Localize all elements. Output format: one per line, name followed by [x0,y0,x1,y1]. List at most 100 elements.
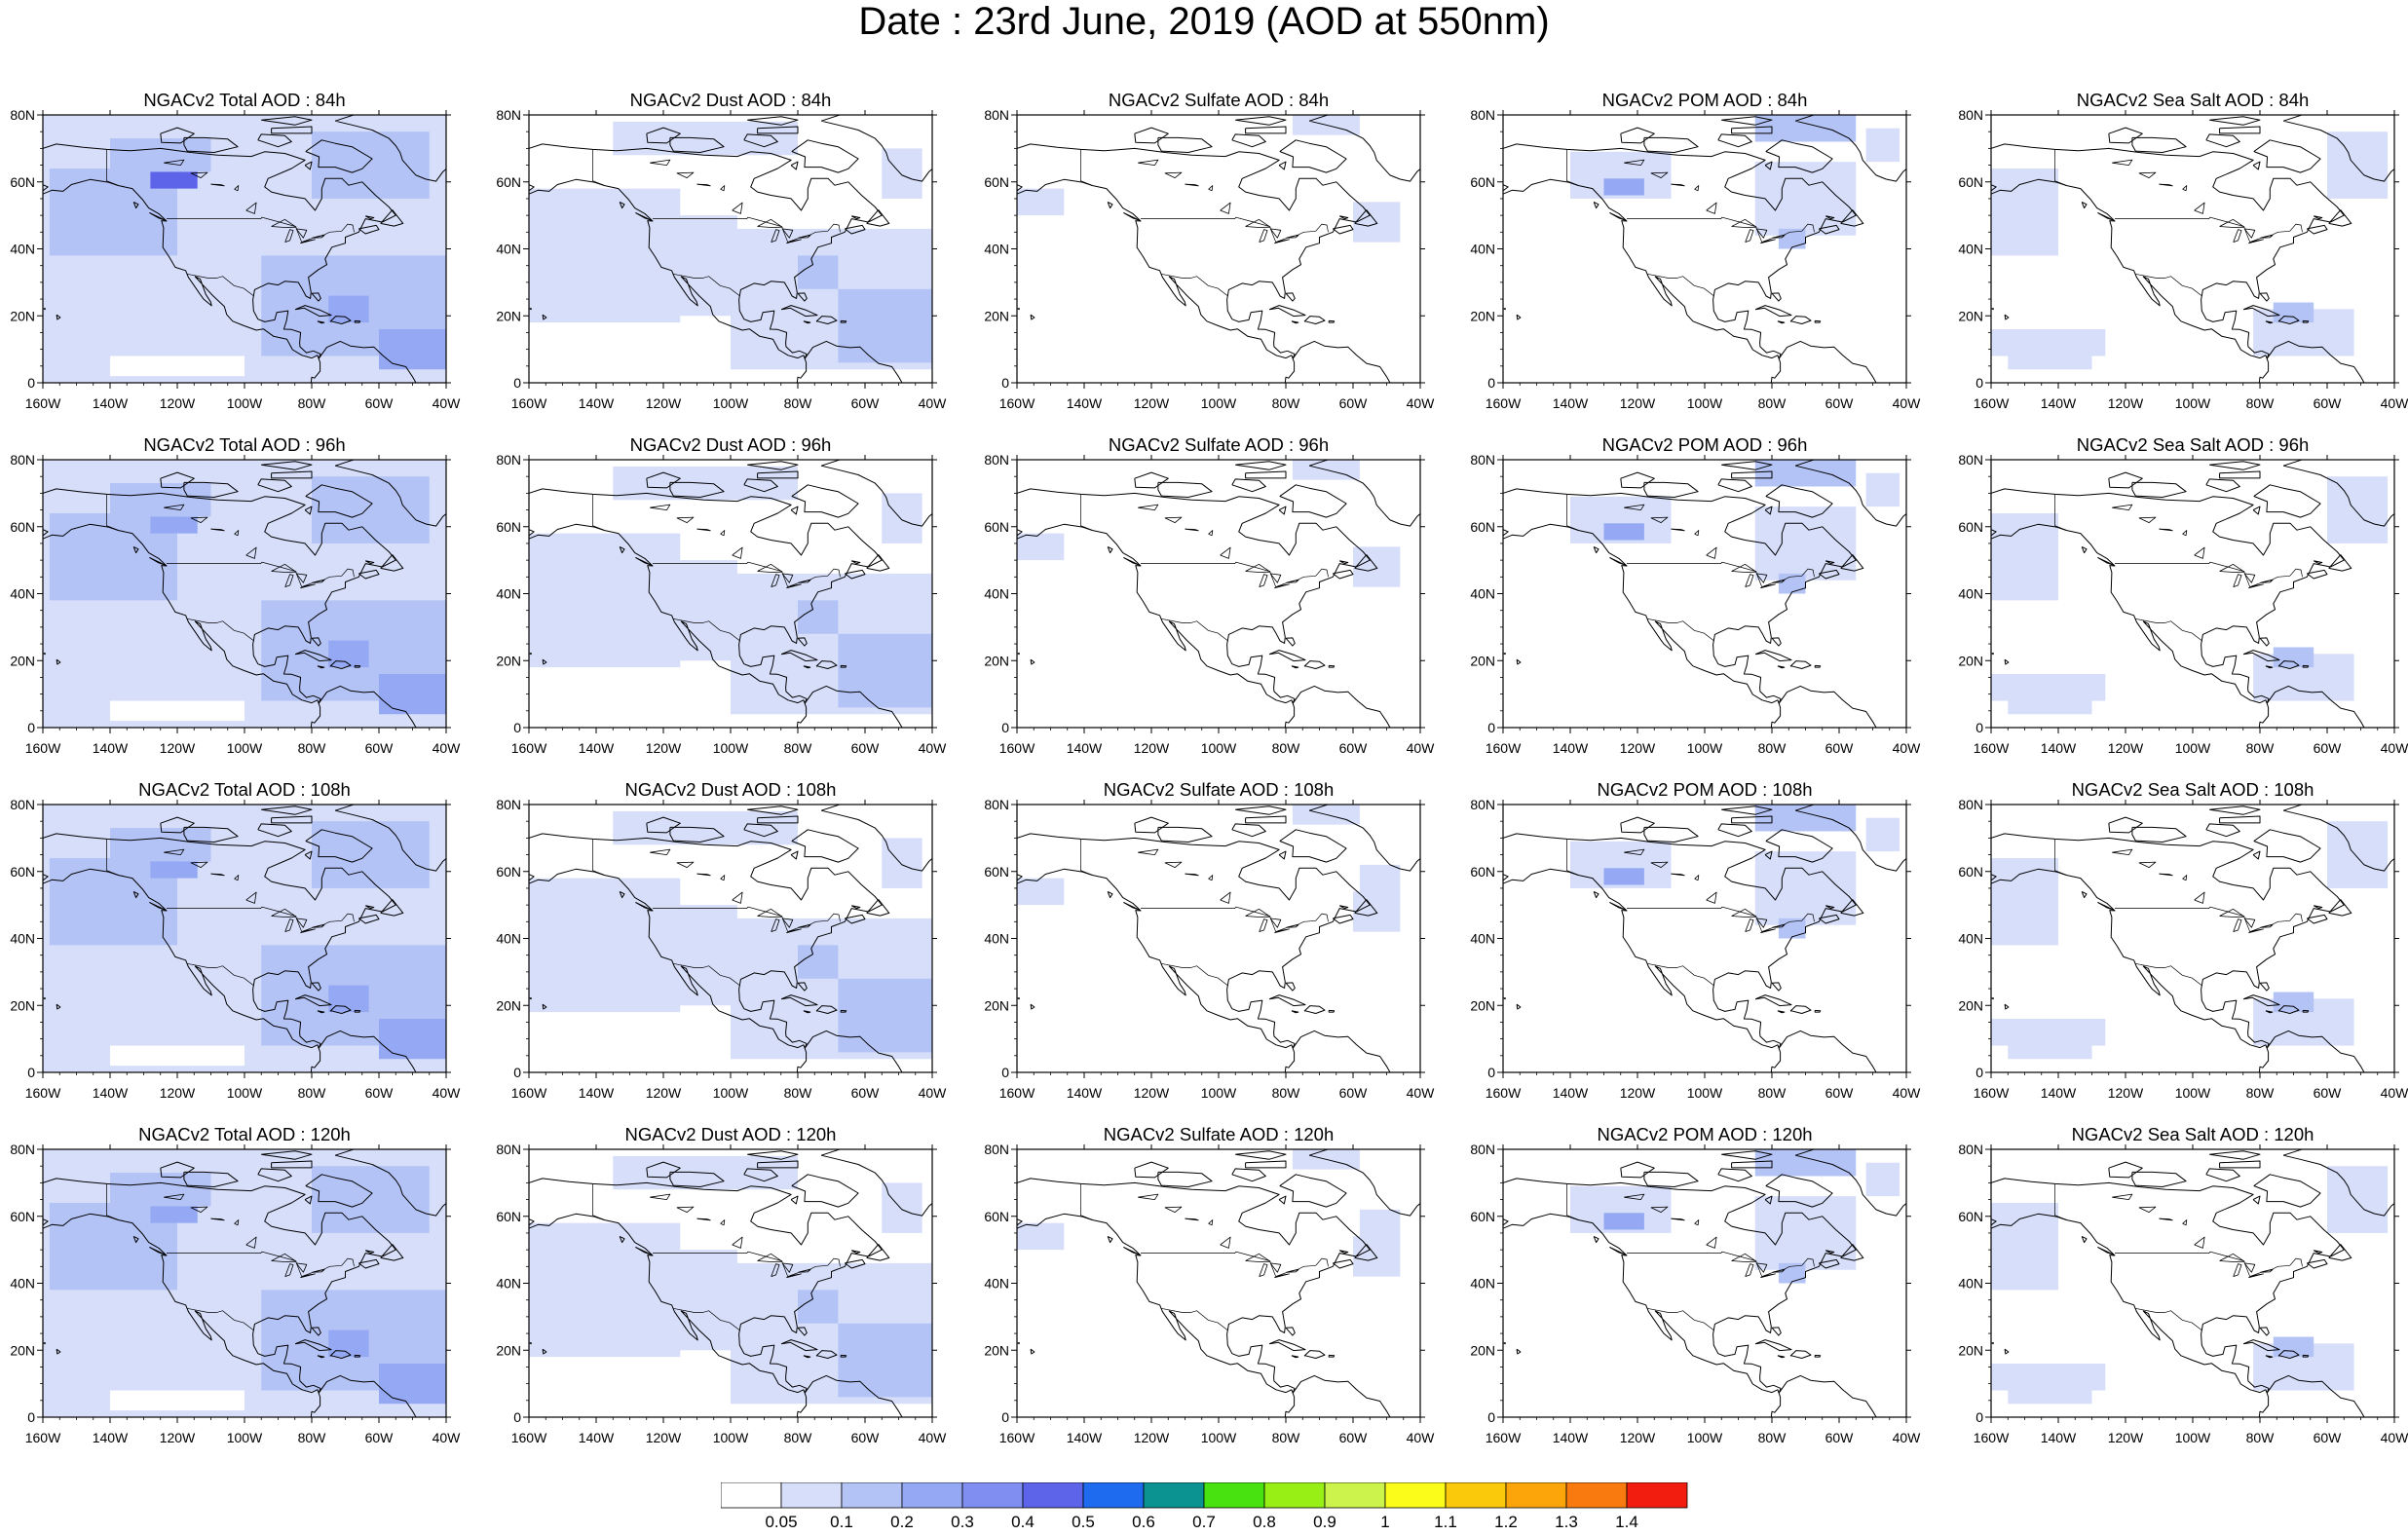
lon-tick-label: 120W [1134,1085,1170,1101]
lat-tick-label: 20N [1958,997,1983,1013]
map-plot: 160W 140W 120W 100W 80W 60W 40W 80N 60N 40N 20N 0 [496,1142,947,1445]
aod-fill-region [1865,1162,1900,1197]
lat-tick-label: 0 [1001,1065,1009,1080]
lat-tick-label: 60N [496,519,521,535]
aod-fill-region [1359,864,1401,899]
lon-tick-label: 80W [1758,395,1787,411]
lat-tick-label: 80N [1958,1142,1983,1157]
lat-tick-label: 0 [1487,375,1495,391]
lat-tick-label: 40N [10,586,35,602]
panel-title: NGACv2 Sulfate AOD : 96h [1108,434,1330,455]
lat-tick-label: 80N [496,452,521,468]
lon-tick-label: 40W [1407,740,1436,756]
lat-tick-label: 60N [984,864,1009,880]
aod-fill-region [529,878,681,1013]
lon-tick-label: 160W [999,1085,1035,1101]
lon-tick-label: 60W [851,740,881,756]
aod-fill-region [150,171,198,189]
lon-tick-label: 140W [93,395,129,411]
aod-fill-region [529,188,681,323]
lon-tick-label: 100W [2175,740,2211,756]
aod-fill-region [2327,821,2389,888]
lon-tick-label: 40W [2381,1085,2408,1101]
lat-tick-label: 0 [513,375,521,391]
lon-tick-label: 60W [851,1085,881,1101]
colorbar-swatch [1022,1481,1084,1509]
lon-tick-label: 100W [1201,740,1237,756]
lon-tick-label: 100W [1201,1085,1237,1101]
lon-tick-label: 40W [1407,1085,1436,1101]
lat-tick-label: 20N [1958,653,1983,668]
aod-fill-region [2327,476,2389,543]
map-plot: 160W 140W 120W 100W 80W 60W 40W 80N 60N 40N 20N 0 [1958,1142,2408,1445]
lon-tick-label: 100W [2175,1085,2211,1101]
country-borders [2054,494,2303,642]
plot-frame [1016,1148,1421,1418]
lon-tick-label: 120W [160,740,196,756]
aod-fill-region [669,560,737,661]
lon-tick-label: 80W [2246,1085,2276,1101]
colorbar-label: 1.4 [1615,1513,1638,1531]
map-panel-total-120h: 160W 140W 120W 100W 80W 60W 40W 80N 60N 40N 20N 0 [10,1142,461,1445]
lat-tick-label: 80N [1470,1142,1495,1157]
lon-tick-label: 160W [511,395,547,411]
lat-tick-label: 80N [496,1142,521,1157]
lat-tick-label: 40N [984,1276,1009,1292]
lon-tick-label: 140W [93,1430,129,1445]
lon-tick-label: 140W [1067,1085,1103,1101]
lat-tick-label: 60N [10,864,35,880]
map-plot: 160W 140W 120W 100W 80W 60W 40W 80N 60N 40N 20N 0 [984,107,1435,411]
lon-tick-label: 40W [433,740,462,756]
aod-fill-region [1754,1149,1857,1177]
lon-tick-label: 40W [2381,1430,2408,1445]
lat-tick-label: 80N [1958,107,1983,123]
lon-tick-label: 140W [2041,1430,2077,1445]
lon-tick-label: 40W [2381,740,2408,756]
map-panel-pom-120h: 160W 140W 120W 100W 80W 60W 40W 80N 60N 40N 20N 0 [1470,1142,1921,1445]
coastline [1017,115,1420,383]
lat-tick-label: 0 [27,375,35,391]
lon-tick-label: 160W [1974,1085,2010,1101]
lat-tick-label: 40N [1470,586,1495,602]
map-panel-total-96h: 160W 140W 120W 100W 80W 60W 40W 80N 60N 40N 20N 0 [10,452,461,756]
lon-tick-label: 80W [1272,395,1301,411]
aod-fill-region [1017,878,1065,906]
map-plot: 160W 140W 120W 100W 80W 60W 40W 80N 60N 40N 20N 0 [984,1142,1435,1445]
lon-tick-label: 120W [646,1085,682,1101]
lon-tick-label: 40W [1407,1430,1436,1445]
colorbar-swatch [841,1481,903,1509]
map-panel-seasalt-120h: 160W 140W 120W 100W 80W 60W 40W 80N 60N 40N 20N 0 [1958,1142,2408,1445]
map-panel-sulfate-96h: 160W 140W 120W 100W 80W 60W 40W 80N 60N 40N 20N 0 [984,452,1435,756]
colorbar-label: 1.1 [1434,1513,1457,1531]
panel-title: NGACv2 Dust AOD : 108h [624,779,837,800]
lat-tick-label: 80N [1470,797,1495,812]
lat-tick-label: 0 [1975,720,1983,735]
lon-tick-label: 60W [851,1430,881,1445]
colorbar-swatch [720,1481,782,1509]
panel-title: NGACv2 Total AOD : 96h [143,434,346,455]
aod-fill-region [2327,1166,2389,1233]
lat-tick-label: 80N [1470,452,1495,468]
lon-tick-label: 60W [1825,740,1855,756]
lat-tick-label: 20N [1470,1342,1495,1358]
lat-tick-label: 60N [1958,174,1983,190]
panel-title: NGACv2 Sea Salt AOD : 108h [2071,779,2314,800]
country-borders [106,494,355,642]
lat-tick-label: 20N [984,308,1009,323]
panel-title: NGACv2 Total AOD : 108h [138,779,351,800]
colorbar-swatch [1324,1481,1386,1509]
coastline [1991,1149,2394,1417]
lat-tick-label: 20N [496,308,521,323]
lon-tick-label: 80W [1272,740,1301,756]
colorbar-swatch [1565,1481,1628,1509]
aod-fill-region [1754,851,1857,925]
lon-tick-label: 40W [433,395,462,411]
lon-tick-label: 120W [1620,1430,1656,1445]
lon-tick-label: 40W [2381,395,2408,411]
lon-tick-label: 60W [365,1085,395,1101]
aod-fill-region [882,838,922,888]
aod-fill-region [379,674,446,715]
aod-fill-region [882,493,922,543]
aod-fill-region [110,700,245,722]
aod-fill-region [1991,858,2058,946]
